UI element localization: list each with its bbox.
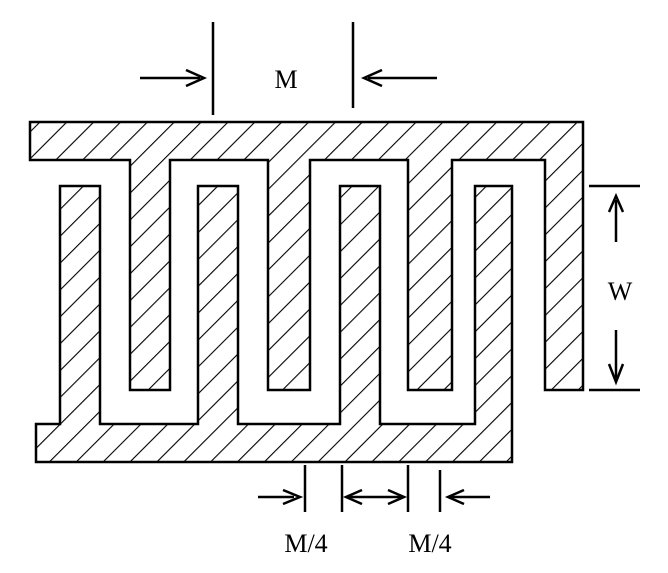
gap-left-label: M/4 (284, 529, 327, 558)
w-arrow-bottom-head (607, 363, 625, 386)
w-label: W (608, 277, 633, 306)
m-arrow-right-head (360, 68, 383, 88)
gap-middle-arrow-head-left (342, 488, 363, 506)
top-comb-electrode (28, 120, 585, 392)
m-arrow-left-head (185, 68, 208, 88)
m-dimension (140, 22, 437, 115)
m-label: M (274, 65, 297, 94)
w-dimension (589, 184, 640, 392)
gap-left-arrow-head (282, 488, 304, 506)
gap-dimensions (258, 465, 490, 512)
w-arrow-top-head (607, 192, 625, 213)
gap-middle-arrow-head-right (387, 488, 408, 506)
gap-right-label: M/4 (408, 529, 451, 558)
gap-right-arrow-head (444, 488, 465, 506)
bottom-comb-electrode (34, 184, 514, 464)
